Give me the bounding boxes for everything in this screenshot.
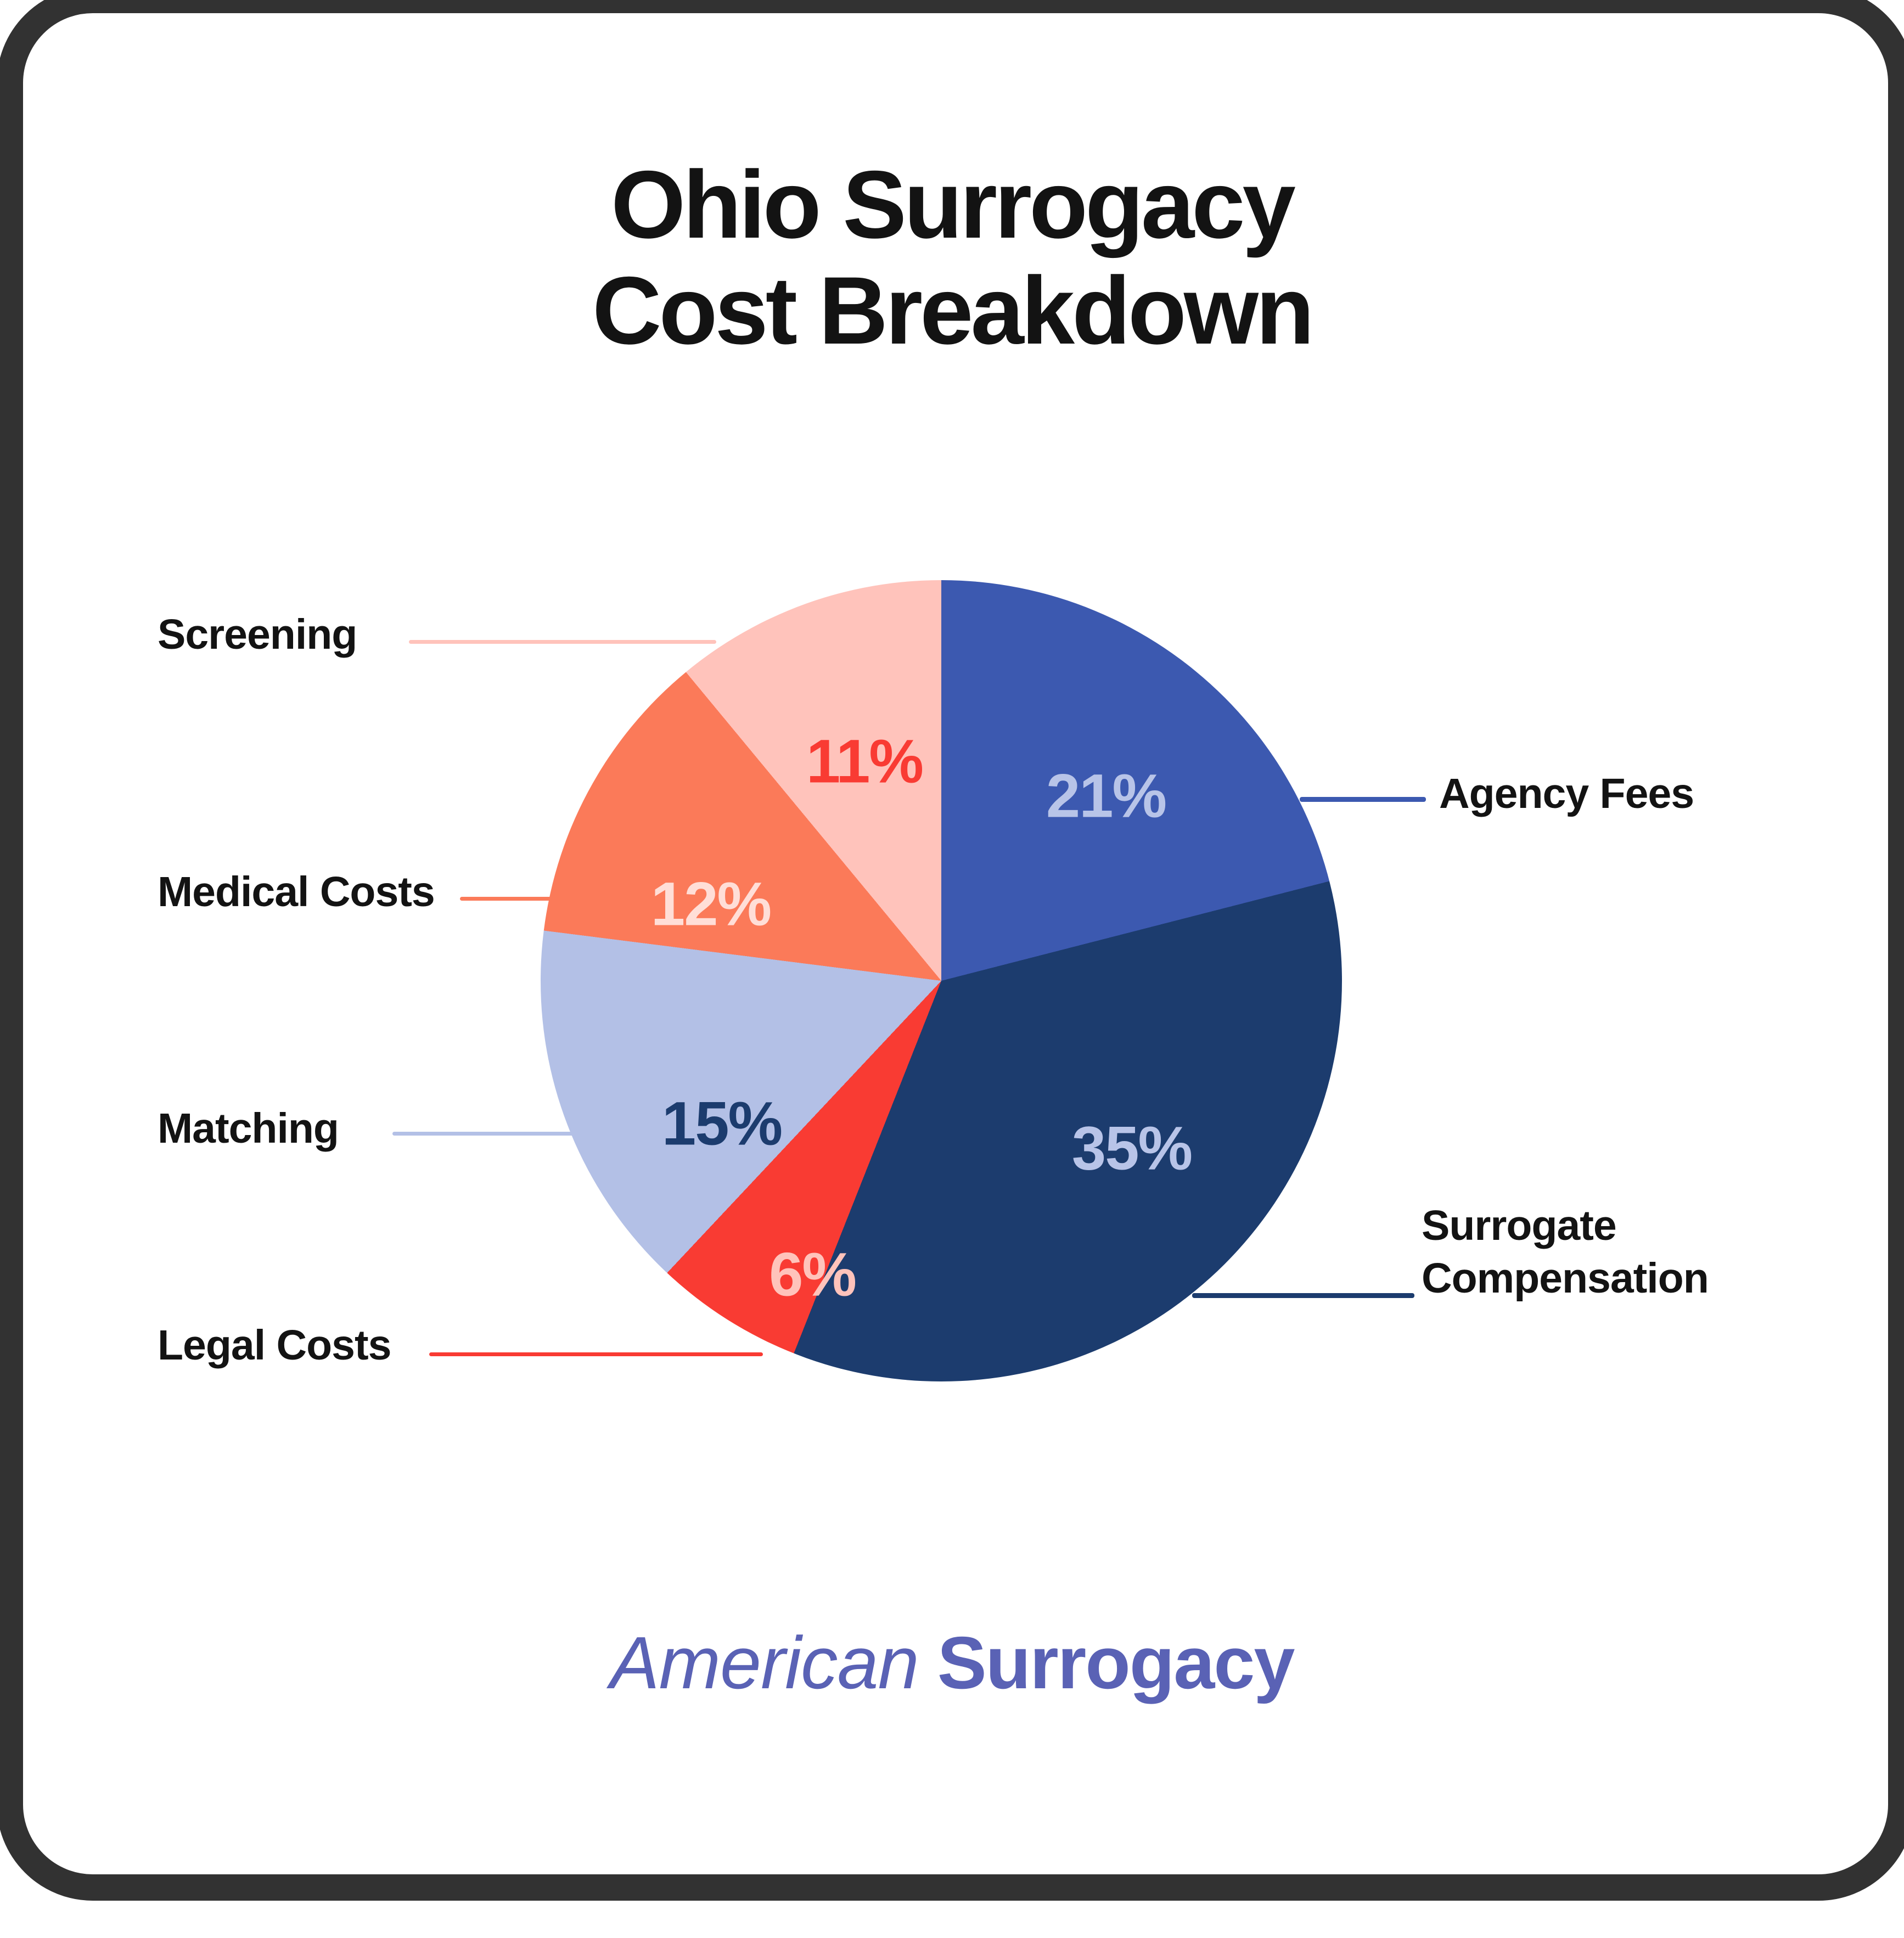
chart-title-line-1: Ohio Surrogacy — [611, 151, 1296, 259]
slice-value-matching: 15% — [661, 1089, 783, 1158]
leader-line-surrogate-compensation — [1192, 1293, 1414, 1298]
slice-label-agency-fees: Agency Fees — [1439, 770, 1694, 817]
chart-title-line-2: Cost Breakdown — [592, 257, 1315, 364]
chart-title: Ohio Surrogacy Cost Breakdown — [0, 151, 1904, 364]
slice-value-legal-costs: 6% — [769, 1240, 857, 1309]
slice-value-screening: 11% — [806, 727, 924, 796]
leader-line-screening — [409, 640, 716, 644]
leader-line-legal-costs — [429, 1352, 763, 1356]
slice-value-medical-costs: 12% — [650, 869, 772, 939]
brand-word-american: American — [610, 1621, 919, 1704]
slice-label-legal-costs: Legal Costs — [158, 1322, 391, 1369]
leader-line-matching — [392, 1132, 574, 1136]
slice-label-surrogate-compensation: Surrogate Compensation — [1422, 1202, 1709, 1302]
slice-label-matching: Matching — [158, 1105, 339, 1152]
slice-label-screening: Screening — [158, 611, 357, 658]
brand-logo: American Surrogacy — [0, 1620, 1904, 1705]
leader-line-medical-costs — [460, 897, 556, 901]
brand-word-surrogacy: Surrogacy — [937, 1621, 1295, 1704]
leader-line-agency-fees — [1300, 797, 1426, 802]
slice-value-agency-fees: 21% — [1046, 761, 1167, 830]
slice-label-medical-costs: Medical Costs — [158, 868, 435, 915]
pie-chart: 21% 35% 6% 15% 12% 11% — [541, 580, 1342, 1381]
slice-value-surrogate-compensation: 35% — [1071, 1114, 1193, 1183]
